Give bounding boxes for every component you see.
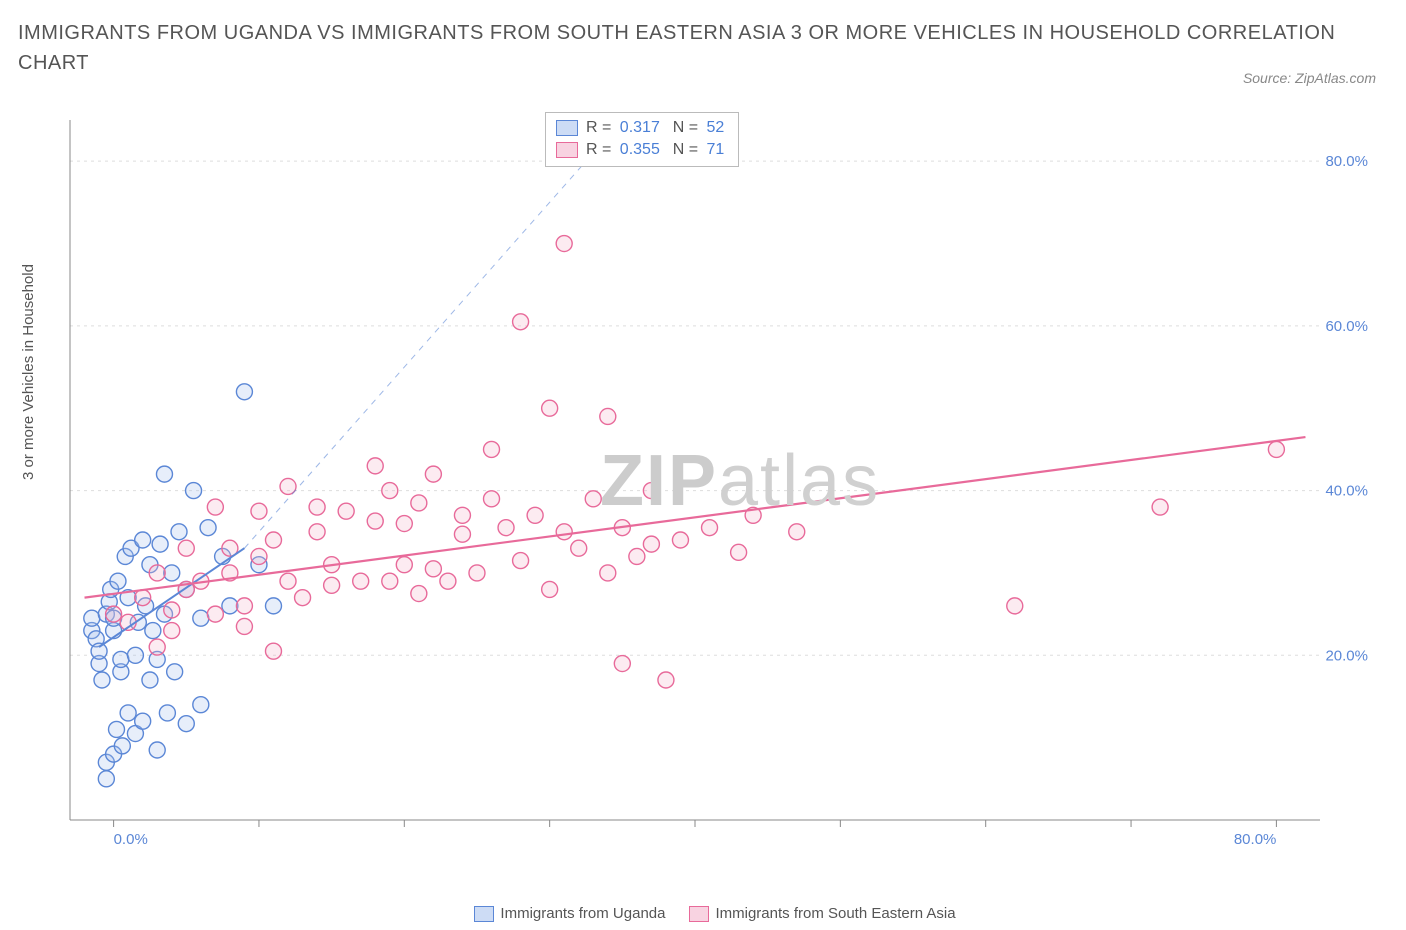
correlation-row: R = 0.355 N = 71	[556, 139, 728, 161]
legend-label: Immigrants from Uganda	[500, 905, 665, 922]
chart-area: 0.0%80.0%20.0%40.0%60.0%80.0% ZIPatlas	[60, 110, 1380, 860]
scatter-chart: 0.0% 80.0% 20.0% 40.0% 60.0% 80.0%	[60, 110, 1380, 860]
legend-swatch	[474, 906, 494, 922]
svg-text:20.0%: 20.0%	[1325, 647, 1368, 664]
svg-text:80.0%: 80.0%	[1234, 831, 1277, 848]
svg-text:0.0%: 0.0%	[114, 831, 148, 848]
correlation-legend: R = 0.317 N = 52R = 0.355 N = 71	[545, 112, 739, 167]
svg-text:60.0%: 60.0%	[1325, 318, 1368, 335]
legend-swatch	[689, 906, 709, 922]
svg-text:80.0%: 80.0%	[1325, 153, 1368, 170]
legend-label: Immigrants from South Eastern Asia	[715, 905, 955, 922]
correlation-row: R = 0.317 N = 52	[556, 117, 728, 139]
source-attribution: Source: ZipAtlas.com	[1243, 70, 1376, 86]
chart-title: IMMIGRANTS FROM UGANDA VS IMMIGRANTS FRO…	[18, 18, 1388, 78]
y-axis-label: 3 or more Vehicles in Household	[20, 264, 37, 480]
series-legend: Immigrants from Uganda Immigrants from So…	[0, 905, 1406, 922]
svg-text:40.0%: 40.0%	[1325, 483, 1368, 500]
